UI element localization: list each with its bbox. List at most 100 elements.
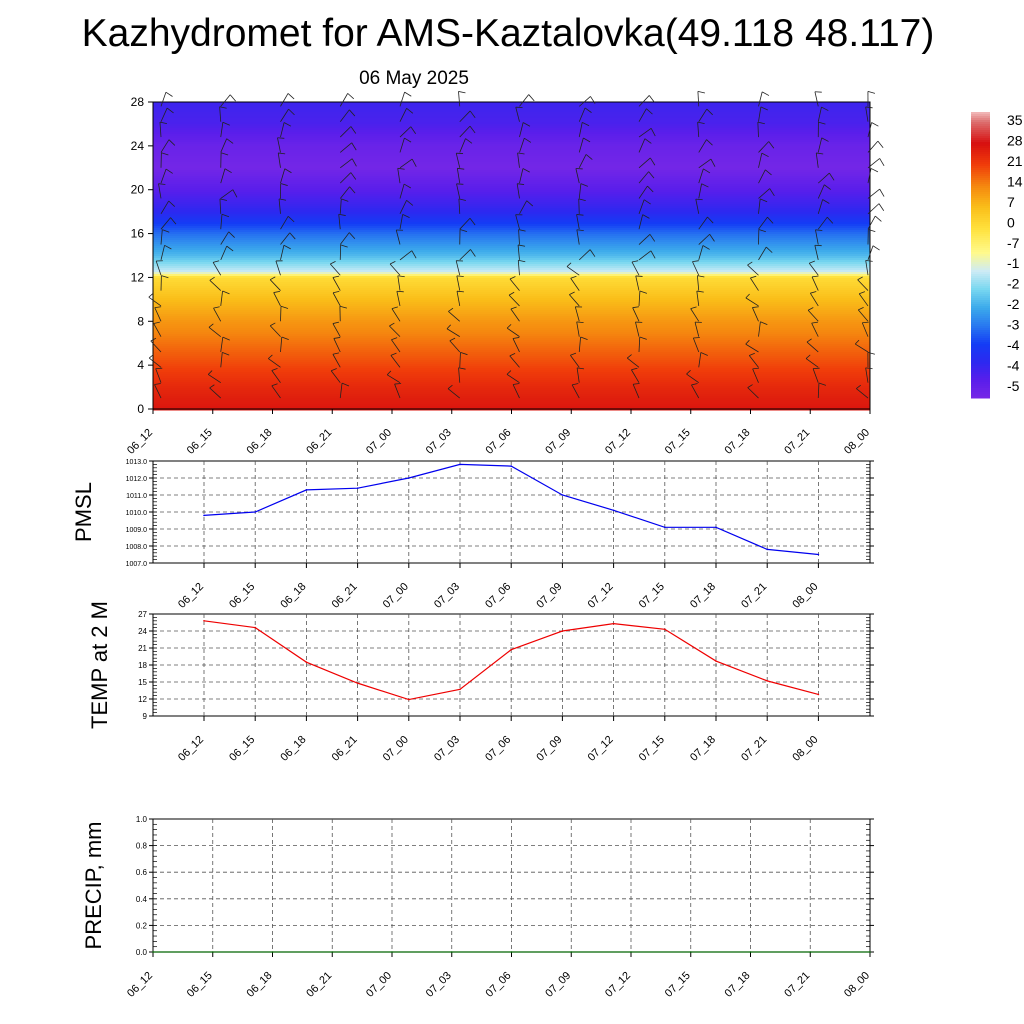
wind-barb-flag: [865, 367, 873, 370]
data-point: [817, 553, 820, 556]
heat-band: [153, 148, 870, 151]
heat-band: [153, 178, 870, 181]
wind-barb: [867, 188, 880, 199]
x-tick-label: 07_21: [739, 581, 769, 611]
wind-barb-flag: [760, 106, 768, 111]
wind-barb: [399, 250, 413, 261]
heat-band: [153, 166, 870, 169]
heat-band: [153, 172, 870, 175]
wind-barb-flag: [406, 200, 414, 206]
wind-barb: [269, 325, 281, 337]
colorbar-swatch: [971, 370, 990, 373]
colorbar-swatch: [971, 124, 990, 127]
wind-barb: [638, 108, 647, 122]
wind-barb-flag: [510, 306, 517, 310]
data-point: [203, 620, 205, 622]
wind-barb: [814, 91, 819, 107]
wind-barb: [397, 275, 401, 291]
wind-barb-flag: [170, 217, 177, 225]
wind-barb: [817, 383, 820, 399]
heat-band: [153, 300, 870, 303]
wind-barb-flag: [273, 291, 280, 293]
colorbar-swatch: [971, 278, 990, 281]
wind-barb: [387, 374, 401, 384]
cross-section-panel: 0 4 8 12 16 20 24 28 06_12 06_15 06_18 06_21 07_00 07…: [125, 91, 885, 457]
wind-barb-flag: [572, 383, 579, 386]
wind-barb: [626, 357, 640, 368]
heat-band: [153, 248, 870, 251]
x-tick-label: 07_15: [637, 581, 667, 611]
wind-barb-flag: [278, 198, 287, 201]
y-tick-label: 1007.0: [126, 561, 148, 568]
heat-band: [153, 256, 870, 259]
wind-barb-flag: [589, 249, 596, 257]
wind-barb: [865, 106, 869, 122]
x-tick-label: 06_21: [304, 427, 334, 457]
y-tick-label: 16: [131, 227, 145, 241]
wind-barb: [154, 384, 162, 399]
colorbar-swatch: [971, 354, 990, 357]
wind-barb: [698, 168, 704, 184]
y-tick-label: 9: [143, 712, 148, 721]
wind-barb: [154, 307, 162, 322]
wind-barb: [578, 183, 582, 199]
wind-barb-flag: [518, 259, 526, 263]
colorbar-swatch: [971, 238, 990, 241]
colorbar-swatch: [971, 236, 990, 239]
wind-barb: [390, 355, 401, 368]
wind-barb: [219, 106, 222, 122]
heat-band: [153, 290, 870, 293]
wind-barb: [280, 232, 291, 245]
colorbar-swatch: [971, 386, 990, 389]
wind-barb: [632, 307, 640, 322]
heat-band: [153, 202, 870, 205]
wind-barb: [519, 138, 525, 153]
wind-barb-flag: [288, 108, 295, 116]
data-point: [570, 951, 573, 953]
wind-barb-flag: [168, 200, 176, 207]
colorbar-swatch: [971, 148, 990, 151]
data-point: [510, 465, 512, 467]
data-point: [254, 511, 256, 513]
wind-barb-flag: [760, 198, 768, 203]
wind-barb: [389, 263, 401, 276]
wind-barb: [570, 278, 580, 291]
heat-band: [153, 146, 870, 149]
wind-barb-flag: [226, 138, 234, 144]
colorbar-swatch: [971, 192, 990, 195]
colorbar-swatch: [971, 258, 990, 261]
heat-band: [153, 262, 870, 265]
colorbar-swatch: [971, 342, 990, 345]
colorbar-swatch: [971, 174, 990, 177]
wind-barb-flag: [569, 291, 575, 296]
wind-barb-flag: [576, 321, 584, 324]
wind-barb: [578, 198, 580, 214]
x-tick-label: 07_09: [543, 970, 573, 1000]
wind-barb-flag: [590, 96, 596, 104]
wind-barb: [339, 126, 352, 138]
wind-barb: [509, 355, 520, 368]
wind-barb: [698, 158, 712, 169]
heat-band: [153, 138, 870, 141]
colorbar-swatch: [971, 312, 990, 315]
heat-band: [153, 322, 870, 325]
wind-barb-flag: [649, 234, 656, 242]
wind-barb: [271, 370, 281, 383]
wind-barb-flag: [810, 291, 817, 294]
heat-band: [153, 168, 870, 171]
wind-barb: [397, 168, 401, 184]
wind-barb-flag: [643, 199, 651, 205]
colorbar-swatch: [971, 232, 990, 235]
wind-barb: [220, 94, 231, 107]
wind-barb: [333, 338, 341, 353]
wind-barb-flag: [761, 152, 769, 158]
wind-barb: [208, 374, 221, 384]
wind-barb-flag: [448, 307, 454, 312]
wind-barb-flag: [528, 94, 535, 102]
heat-band: [153, 346, 870, 349]
wind-barb: [517, 244, 520, 260]
colorbar-swatch: [971, 118, 990, 121]
heat-band: [153, 384, 870, 387]
wind-barb-flag: [458, 91, 466, 94]
wind-barb: [160, 107, 168, 122]
